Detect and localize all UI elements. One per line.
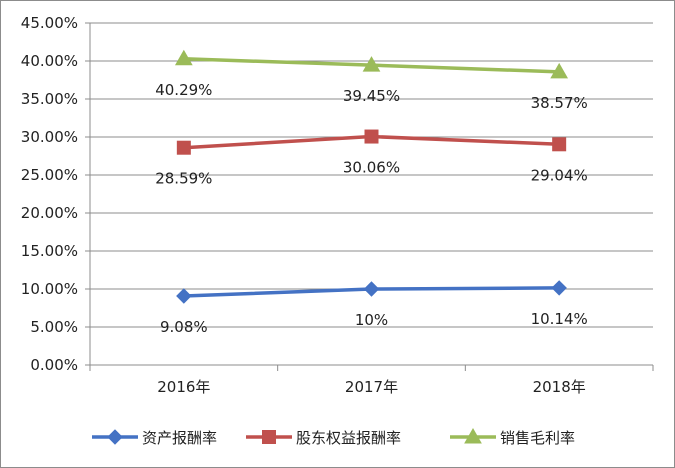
series-2: 28.59% 30.06% 29.04%	[155, 129, 588, 188]
legend: 资产报酬率 股东权益报酬率 销售毛利率	[92, 427, 575, 447]
y-tick-label: 25.00%	[21, 166, 78, 184]
legend-label: 股东权益报酬率	[296, 429, 401, 447]
y-axis-tick-labels: 0.00% 5.00% 10.00% 15.00% 20.00% 25.00% 30.00%…	[21, 14, 78, 374]
legend-label: 销售毛利率	[500, 429, 575, 447]
legend-item-3: 销售毛利率	[450, 427, 575, 447]
data-label: 29.04%	[531, 166, 588, 184]
series-group: 9.08% 10% 10.14% 28.59% 30.06% 29.04% 40.29% 39…	[155, 49, 588, 336]
data-label: 10%	[355, 311, 388, 329]
data-point-marker	[550, 62, 569, 79]
series-3: 40.29% 39.45% 38.57%	[155, 49, 588, 112]
data-label: 28.59%	[155, 170, 212, 188]
y-tick-label: 5.00%	[30, 318, 78, 336]
y-tick-label: 20.00%	[21, 204, 78, 222]
legend-item-1: 资产报酬率	[92, 429, 217, 447]
axes	[85, 22, 654, 371]
legend-marker	[464, 427, 482, 444]
data-label: 10.14%	[531, 310, 588, 328]
data-label: 30.06%	[343, 159, 400, 177]
data-point-marker	[364, 129, 379, 144]
data-label: 9.08%	[160, 318, 208, 336]
data-point-marker	[551, 280, 567, 296]
series-1: 9.08% 10% 10.14%	[160, 280, 588, 336]
y-tick-label: 45.00%	[21, 14, 78, 32]
y-tick-label: 0.00%	[30, 356, 78, 374]
y-tick-label: 35.00%	[21, 90, 78, 108]
legend-item-2: 股东权益报酬率	[246, 429, 401, 447]
data-label: 40.29%	[155, 81, 212, 99]
data-point-marker	[362, 56, 381, 72]
data-point-marker	[174, 49, 193, 66]
y-tick-label: 15.00%	[21, 242, 78, 260]
y-tick-label: 10.00%	[21, 280, 78, 298]
data-point-marker	[176, 288, 192, 304]
y-tick-label: 30.00%	[21, 128, 78, 146]
legend-marker	[262, 430, 276, 444]
data-label: 38.57%	[531, 94, 588, 112]
data-label: 39.45%	[343, 87, 400, 105]
data-point-marker	[176, 140, 191, 155]
x-tick-label: 2017年	[345, 378, 398, 396]
legend-marker	[107, 429, 123, 445]
x-tick-label: 2016年	[157, 378, 210, 396]
x-axis-tick-labels: 2016年 2017年 2018年	[157, 378, 586, 396]
y-tick-label: 40.00%	[21, 52, 78, 70]
legend-label: 资产报酬率	[142, 429, 217, 447]
x-tick-label: 2018年	[533, 378, 586, 396]
data-point-marker	[363, 281, 380, 297]
data-point-marker	[552, 137, 567, 152]
